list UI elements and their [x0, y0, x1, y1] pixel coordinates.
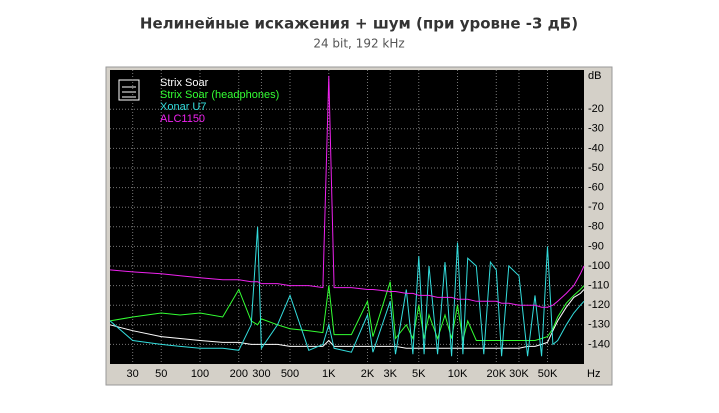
series-line — [109, 75, 585, 308]
legend-label: Strix Soar (headphones) — [160, 89, 279, 101]
x-tick-label: 2K — [361, 368, 375, 380]
y-tick-label: -70 — [588, 201, 604, 213]
series-line — [109, 281, 585, 341]
y-tick-label: -140 — [588, 338, 610, 350]
y-tick-label: -20 — [588, 103, 604, 115]
y-tick-label: -40 — [588, 142, 604, 154]
x-tick-label: 30 — [127, 368, 139, 380]
y-tick-label: -100 — [588, 260, 610, 272]
legend-label: Xonar U7 — [160, 101, 206, 113]
x-tick-label: 500 — [281, 368, 299, 380]
y-tick-label: -50 — [588, 162, 604, 174]
y-tick-label: -120 — [588, 299, 610, 311]
x-tick-label: 100 — [191, 368, 209, 380]
x-unit: Hz — [587, 368, 600, 380]
x-tick-label: 50K — [538, 368, 558, 380]
y-tick-label: -90 — [588, 240, 604, 252]
x-tick-label: 20K — [486, 368, 506, 380]
y-tick-label: -60 — [588, 182, 604, 194]
x-tick-label: 30K — [509, 368, 529, 380]
x-tick-label: 10K — [448, 368, 468, 380]
y-tick-label: -130 — [588, 319, 610, 331]
x-tick-label: 50 — [155, 368, 167, 380]
x-tick-label: 200 — [230, 368, 248, 380]
series-line — [109, 226, 585, 357]
y-tick-label: -80 — [588, 221, 604, 233]
legend-label: ALC1150 — [160, 113, 205, 125]
legend-icon — [118, 79, 140, 101]
legend-label: Strix Soar — [160, 77, 209, 89]
y-tick-label: -30 — [588, 123, 604, 135]
x-tick-label: 300 — [252, 368, 270, 380]
x-tick-label: 3K — [383, 368, 397, 380]
chart-subtitle: 24 bit, 192 kHz — [313, 37, 404, 51]
y-unit: dB — [588, 70, 601, 82]
x-tick-label: 1K — [322, 368, 336, 380]
x-tick-label: 5K — [412, 368, 426, 380]
chart-title: Нелинейные искажения + шум (при уровне -… — [140, 15, 578, 33]
y-tick-label: -110 — [588, 280, 609, 292]
